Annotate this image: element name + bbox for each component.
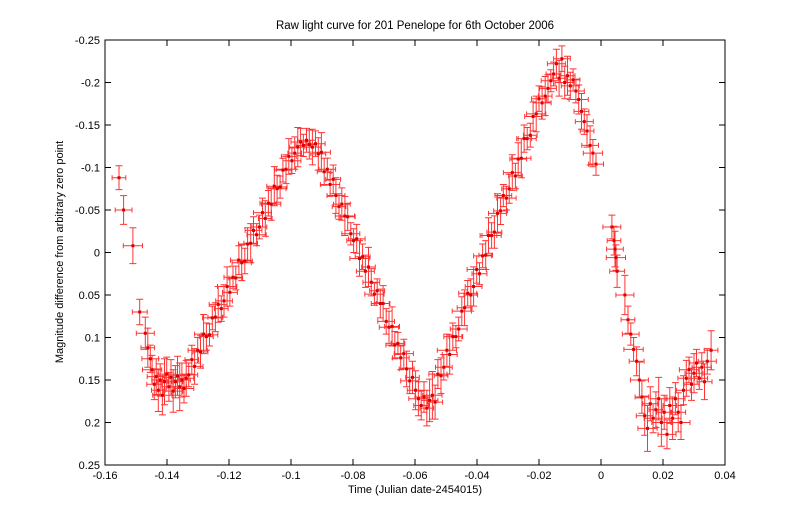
y-tick-label: 0.2 — [85, 418, 100, 430]
y-tick-label: -0.05 — [75, 205, 100, 217]
y-tick-label: 0 — [94, 248, 100, 260]
y-tick-label: 0.15 — [79, 375, 100, 387]
x-tick-label: -0.14 — [154, 470, 179, 482]
x-tick-label: 0.04 — [714, 470, 735, 482]
x-tick-label: -0.08 — [340, 470, 365, 482]
x-tick-label: -0.12 — [216, 470, 241, 482]
chart-title: Raw light curve for 201 Penelope for 6th… — [276, 20, 554, 32]
x-axis-label: Time (Julian date-2454015) — [348, 484, 482, 496]
y-tick-label: -0.2 — [81, 78, 100, 90]
x-tick-label: 0.02 — [652, 470, 673, 482]
x-tick-label: -0.02 — [526, 470, 551, 482]
x-tick-label: -0.06 — [402, 470, 427, 482]
x-tick-label: 0 — [598, 470, 604, 482]
plot-border — [104, 39, 726, 466]
y-tick-label: 0.25 — [79, 460, 100, 472]
x-tick-label: -0.1 — [282, 470, 301, 482]
y-tick-label: 0.1 — [85, 333, 100, 345]
y-axis-label: Magnitude difference from arbitrary zero… — [54, 141, 66, 363]
y-tick-label: 0.05 — [79, 290, 100, 302]
x-tick-label: -0.04 — [464, 470, 489, 482]
y-tick-label: -0.15 — [75, 120, 100, 132]
y-tick-label: -0.1 — [81, 163, 100, 175]
axes-layer: -0.16 -0.14 -0.12 -0.1 -0.08 -0.06 -0.04 -0.02 0… — [75, 35, 736, 482]
data-markers-layer — [117, 57, 713, 436]
y-tick-label: -0.25 — [75, 35, 100, 47]
x-tick-label: -0.16 — [92, 470, 117, 482]
data-markers — [117, 57, 713, 436]
